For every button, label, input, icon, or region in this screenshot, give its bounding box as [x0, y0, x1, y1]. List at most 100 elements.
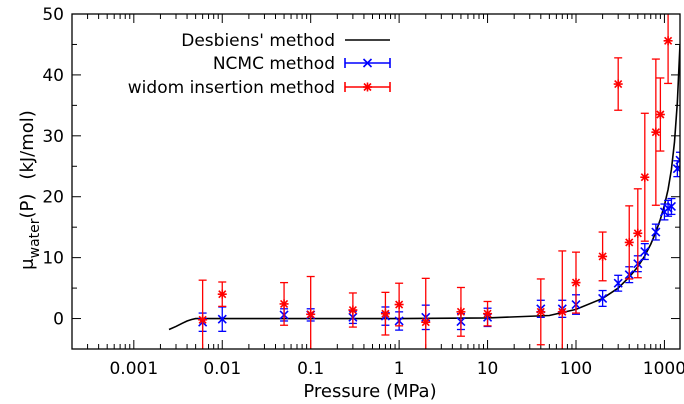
data-point — [279, 281, 289, 326]
marker-x — [217, 314, 227, 324]
marker-asterisk — [306, 309, 316, 319]
marker-asterisk — [663, 36, 673, 46]
marker-asterisk — [571, 278, 581, 288]
legend: Desbiens' method NCMC method widom inserti… — [128, 31, 391, 98]
data-point — [217, 281, 227, 308]
series-2 — [198, 14, 673, 349]
y-tick-label: 30 — [42, 127, 64, 147]
data-point — [557, 250, 567, 349]
marker-asterisk — [348, 305, 358, 315]
marker-asterisk — [598, 251, 608, 261]
legend-label: NCMC method — [213, 54, 335, 74]
x-tick-label: 0.1 — [297, 359, 324, 379]
legend-label: widom insertion method — [128, 78, 335, 98]
marker-asterisk — [613, 79, 623, 89]
y-axis-label-unit: (kJ/mol) — [17, 110, 38, 179]
data-point — [306, 275, 316, 349]
data-point — [640, 242, 650, 261]
y-tick-label: 10 — [42, 249, 64, 269]
data-point — [663, 14, 673, 85]
data-point — [483, 300, 493, 327]
marker-asterisk — [198, 315, 208, 325]
data-point — [655, 77, 665, 152]
y-axis-label-rest: (P) — [17, 194, 38, 219]
data-point — [598, 289, 608, 308]
x-tick-label: 1000 — [643, 359, 684, 379]
data-point — [666, 197, 676, 216]
data-point — [613, 274, 623, 292]
marker-x — [675, 155, 680, 165]
data-point — [421, 277, 431, 349]
marker-asterisk — [557, 307, 567, 317]
data-layer — [168, 14, 680, 349]
legend-marker-asterisk — [363, 82, 372, 92]
plot-frame — [71, 13, 681, 350]
marker-x-stroke-b — [675, 159, 680, 165]
marker-asterisk — [536, 307, 546, 317]
legend-marker-x — [362, 58, 373, 68]
marker-x-stroke-b — [651, 227, 661, 237]
legend-label: Desbiens' method — [181, 31, 335, 51]
marker-asterisk — [421, 317, 431, 327]
y-tick-labels: 0 10 20 30 40 50 — [42, 5, 64, 330]
legend-item: widom insertion method — [128, 78, 391, 98]
marker-asterisk — [279, 299, 289, 309]
y-axis-label-text: μwater(P) (kJ/mol) — [17, 110, 43, 270]
y-tick-label: 40 — [42, 66, 64, 86]
marker-asterisk — [217, 289, 227, 299]
y-axis-label: μwater(P) (kJ/mol) — [17, 110, 43, 270]
data-point — [651, 58, 661, 206]
x-tick-label: 100 — [560, 359, 592, 379]
x-tick-label: 0.01 — [203, 359, 241, 379]
marker-x-stroke-b — [666, 201, 676, 212]
x-axis-label: Pressure (MPa) — [303, 381, 436, 402]
marker-asterisk — [624, 237, 634, 247]
marker-x-stroke-b — [598, 293, 608, 304]
y-axis-label-sub: water — [27, 218, 43, 258]
legend-marker-x-stroke-b — [362, 58, 373, 68]
marker-asterisk — [394, 300, 404, 310]
marker-asterisk — [633, 228, 643, 238]
y-tick-label: 0 — [53, 310, 64, 330]
data-point — [675, 151, 680, 169]
data-point — [598, 231, 608, 282]
marker-asterisk — [651, 127, 661, 137]
legend-item: Desbiens' method — [181, 31, 390, 51]
data-point — [571, 251, 581, 314]
data-point — [394, 282, 404, 327]
marker-x — [640, 246, 650, 257]
marker-asterisk — [456, 307, 466, 317]
marker-x — [598, 293, 608, 304]
y-tick-label: 50 — [42, 5, 64, 25]
data-point — [640, 112, 650, 242]
tick-marks-layer — [72, 13, 680, 350]
x-tick-labels: 0.001 0.01 0.1 1 10 100 1000 — [109, 359, 684, 379]
marker-asterisk — [380, 309, 390, 319]
data-point — [456, 286, 466, 337]
x-tick-label: 10 — [477, 359, 499, 379]
plot-area — [168, 14, 680, 349]
marker-x-stroke-a — [675, 155, 680, 162]
marker-x — [666, 201, 676, 212]
data-point — [613, 57, 623, 111]
marker-x-stroke-b — [640, 246, 650, 257]
data-point — [536, 278, 546, 346]
marker-x — [613, 278, 623, 288]
marker-x — [651, 227, 661, 237]
legend-item: NCMC method — [213, 54, 391, 74]
data-point — [380, 291, 390, 336]
marker-x-stroke-b — [613, 278, 623, 288]
data-point — [633, 188, 643, 279]
y-axis-label-main: μ — [17, 258, 38, 270]
data-point — [348, 292, 358, 328]
x-tick-label: 1 — [394, 359, 405, 379]
data-point — [651, 223, 661, 241]
data-point — [624, 205, 634, 280]
marker-asterisk — [640, 172, 650, 182]
series-1 — [198, 151, 680, 332]
marker-asterisk — [483, 309, 493, 319]
marker-asterisk — [655, 110, 665, 119]
data-point — [198, 279, 208, 349]
